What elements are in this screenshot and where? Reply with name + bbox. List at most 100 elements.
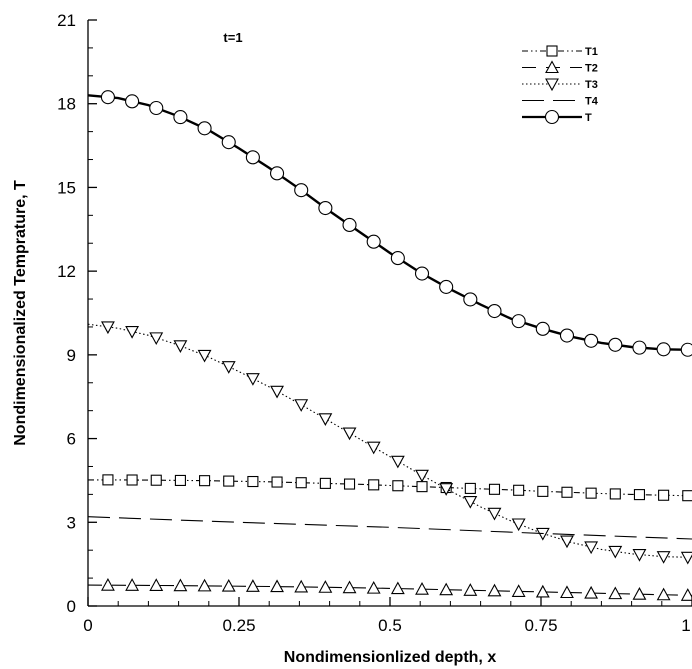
series-t3 [87, 321, 692, 565]
data-point-t3 [390, 455, 405, 469]
series-t4 [87, 516, 692, 540]
y-tick-label: 6 [67, 430, 76, 449]
data-point-t [414, 266, 430, 281]
data-point-t [680, 342, 692, 357]
x-tick-label: 0.5 [378, 616, 402, 635]
data-point-t [125, 94, 140, 109]
x-axis: 0 0.25 0.5 0.75 1 [83, 597, 692, 635]
data-point-t [197, 121, 212, 136]
series-t [87, 90, 692, 357]
legend-marker [544, 109, 560, 125]
data-point-t [463, 292, 478, 307]
series-line-t3 [87, 323, 692, 558]
data-point-t [439, 279, 454, 294]
data-point-t1 [247, 475, 259, 488]
legend-marker [545, 60, 559, 74]
data-point-t3 [439, 483, 454, 496]
data-point-t1 [343, 478, 356, 490]
data-point-t [487, 303, 502, 319]
data-point-t3 [680, 551, 692, 565]
data-point-t1 [392, 480, 404, 492]
data-point-t [535, 321, 550, 336]
legend-marker [545, 78, 559, 92]
data-point-t [656, 342, 671, 357]
data-point-t2 [560, 585, 574, 599]
series-line-t4 [87, 516, 692, 540]
data-point-t [584, 333, 599, 348]
data-point-t [366, 234, 381, 249]
data-point-t2 [511, 584, 526, 597]
legend-label: T2 [585, 63, 598, 75]
data-point-t3 [245, 373, 260, 386]
y-tick-label: 15 [57, 178, 76, 197]
legend-item-t4: T4 [522, 96, 599, 108]
data-point-t1 [633, 489, 646, 501]
data-point-t1 [561, 486, 573, 498]
data-point-t [632, 340, 647, 355]
data-point-t3 [221, 361, 236, 374]
y-tick-label: 21 [57, 11, 76, 30]
data-point-t1 [271, 476, 283, 488]
data-point-t3 [318, 413, 333, 426]
data-point-t [318, 200, 333, 216]
data-point-t3 [149, 332, 164, 346]
series-line-t1 [88, 479, 692, 497]
data-point-t2 [584, 585, 599, 599]
data-point-t3 [487, 507, 502, 521]
data-point-t2 [125, 578, 140, 591]
data-point-t1 [682, 490, 692, 502]
data-point-t [100, 90, 115, 105]
data-point-t2 [294, 579, 309, 593]
y-tick-label: 3 [67, 513, 76, 532]
data-point-t1 [199, 475, 211, 487]
data-point-t2 [632, 587, 647, 600]
data-point-t1 [464, 482, 476, 494]
x-axis-title: Nondimensionlized depth, x [284, 649, 497, 666]
data-point-t [173, 110, 188, 125]
data-point-t2 [173, 578, 188, 592]
data-point-t [390, 251, 405, 266]
data-point-t3 [125, 326, 140, 339]
data-point-t3 [463, 495, 478, 509]
data-point-t [559, 328, 575, 343]
data-point-t2 [463, 583, 478, 596]
legend-item-t2: T2 [522, 60, 598, 75]
legend-marker [546, 45, 558, 57]
data-point-t1 [488, 483, 501, 495]
data-point-t2 [535, 584, 550, 598]
data-point-t2 [342, 580, 357, 594]
data-point-t2 [680, 588, 692, 601]
legend: T1 T2 T3 T4 T [522, 45, 599, 125]
series-line-t2 [87, 584, 692, 596]
legend-item-t1: T1 [522, 45, 598, 58]
data-point-t1 [585, 487, 597, 499]
data-point-t3 [656, 551, 671, 564]
data-point-t2 [608, 586, 623, 600]
data-point-t2 [197, 578, 212, 592]
data-point-t3 [294, 399, 309, 412]
y-tick-label: 12 [57, 262, 76, 281]
data-point-t1 [537, 485, 549, 497]
data-point-t1 [416, 481, 428, 493]
x-tick-label: 0.25 [222, 616, 255, 635]
legend-item-t: T [522, 109, 592, 125]
data-point-t2 [245, 579, 260, 592]
legend-label: T3 [585, 79, 598, 91]
legend-label: T1 [585, 46, 598, 58]
series-t2 [87, 578, 692, 601]
y-axis: 0 3 6 9 12 15 18 21 [57, 11, 97, 616]
data-point-t3 [173, 340, 188, 353]
series-group [87, 90, 692, 601]
data-point-t3 [101, 321, 115, 335]
legend-label: T4 [585, 96, 599, 108]
series-line-t [87, 94, 692, 351]
data-point-t [608, 337, 623, 352]
data-point-t2 [149, 578, 164, 591]
data-point-t3 [197, 349, 212, 363]
data-point-t2 [221, 578, 236, 592]
data-point-t3 [415, 469, 429, 483]
plot-area [87, 20, 692, 607]
data-point-t2 [487, 583, 502, 597]
data-point-t3 [560, 535, 574, 549]
